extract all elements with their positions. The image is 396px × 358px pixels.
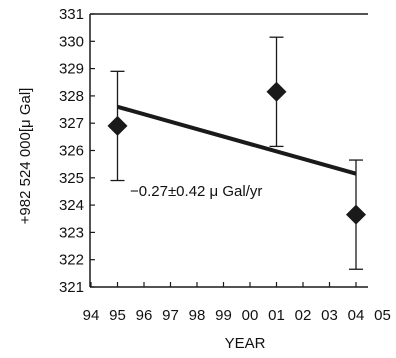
x-tick-label: 02 [295, 307, 312, 324]
trend-line-group [116, 104, 357, 176]
x-tick-label: 99 [215, 307, 232, 324]
x-axis: 94 95 96 97 98 99 00 01 02 03 04 05 [83, 282, 391, 324]
y-tick-label: 329 [59, 61, 84, 78]
y-tick-label: 330 [59, 33, 84, 50]
y-tick-label: 327 [59, 115, 84, 132]
y-tick-label: 321 [59, 279, 84, 296]
y-tick-label: 325 [59, 170, 84, 187]
data-point-diamond [346, 204, 366, 225]
y-tick-label: 328 [59, 88, 84, 105]
data-point-diamond [266, 81, 287, 102]
x-tick-label: 00 [242, 307, 259, 324]
x-tick-label: 96 [136, 307, 153, 324]
y-tick-label: 324 [59, 197, 84, 214]
y-axis-title: +982 524 000[μ Gal] [17, 88, 34, 225]
x-tick-label: 03 [321, 307, 338, 324]
y-tick-label: 322 [59, 252, 84, 269]
x-axis-title: YEAR [225, 335, 266, 352]
trend-line [116, 104, 357, 176]
x-tick-label: 04 [348, 307, 365, 324]
y-tick-label: 326 [59, 143, 84, 160]
x-tick-label: 05 [374, 307, 391, 324]
y-tick-label: 323 [59, 224, 84, 241]
y-tick-label: 331 [59, 6, 84, 23]
y-axis: 321 322 323 324 325 326 327 328 329 330 331 [59, 6, 95, 296]
x-tick-label: 94 [83, 307, 100, 324]
data-point-diamond [107, 115, 128, 136]
x-tick-label: 95 [109, 307, 126, 324]
x-tick-label: 97 [162, 307, 179, 324]
data-markers [107, 81, 366, 225]
x-tick-label: 01 [268, 307, 285, 324]
x-tick-label: 98 [189, 307, 206, 324]
trend-annotation: −0.27±0.42 μ Gal/yr [130, 183, 262, 200]
